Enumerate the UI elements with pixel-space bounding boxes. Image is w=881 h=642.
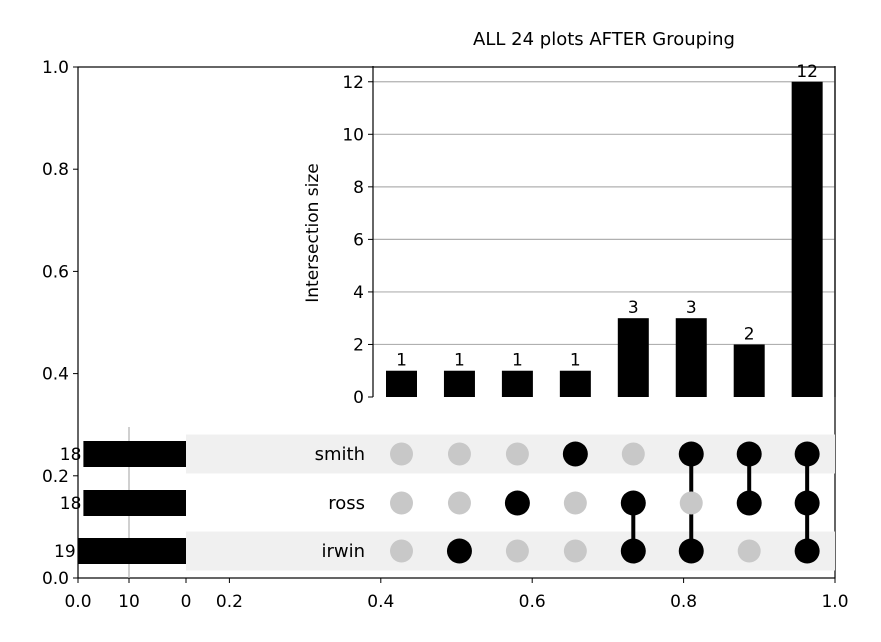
membership-dot-active [736, 490, 762, 516]
outer-x-tick-label: 0.8 [670, 592, 697, 612]
y-tick-label: 2 [353, 335, 364, 355]
membership-dot-inactive [390, 539, 413, 563]
y-tick-label: 8 [353, 178, 364, 198]
outer-y-tick-label: 0.8 [42, 160, 69, 180]
set-size-value-label: 18 [60, 494, 82, 514]
membership-dot-active [794, 490, 820, 516]
intersection-bar [733, 344, 765, 397]
bar-value-label: 1 [512, 351, 523, 371]
outer-y-tick-label: 0.6 [42, 262, 69, 282]
intersection-bar [386, 370, 417, 397]
membership-dot-inactive [390, 491, 413, 515]
set-size-value-label: 19 [54, 542, 76, 562]
membership-dot-active [562, 441, 588, 467]
membership-dot-inactive [447, 491, 471, 515]
intersection-bar [559, 370, 591, 397]
set-size-value-label: 18 [60, 445, 82, 465]
set-size-plot: 10 0 18 18 19 [54, 427, 191, 612]
intersection-bar [501, 370, 533, 397]
bar-value-label: 3 [686, 298, 697, 318]
set-size-tick-label: 0 [181, 592, 192, 612]
outer-x-tick-label: 0.2 [216, 592, 243, 612]
intersection-bar [675, 318, 707, 397]
membership-dot-inactive [505, 442, 529, 466]
outer-y-tick-label: 0.4 [42, 365, 69, 385]
bar-value-label: 1 [454, 351, 465, 371]
set-name-label: irwin [321, 541, 365, 562]
membership-dot-active [736, 441, 762, 467]
membership-dot-active [794, 441, 820, 467]
bar-value-label: 1 [570, 351, 581, 371]
membership-dot-inactive [563, 539, 587, 563]
y-tick-label: 10 [342, 125, 364, 145]
membership-dot-active [620, 538, 646, 564]
membership-dot-inactive [621, 442, 645, 466]
outer-x-tick-label: 0.0 [64, 592, 91, 612]
y-tick-label: 6 [353, 230, 364, 250]
membership-dot-inactive [563, 491, 587, 515]
outer-y-tick-label: 0.2 [42, 467, 69, 487]
bar-value-label: 3 [628, 298, 639, 318]
set-size-bar [83, 490, 186, 516]
bar-value-label: 12 [796, 62, 818, 82]
set-name-label: ross [328, 493, 365, 514]
intersection-bar [791, 81, 823, 397]
chart-title: ALL 24 plots AFTER Grouping [473, 29, 735, 50]
outer-x-tick-label: 0.6 [519, 592, 546, 612]
outer-axes: 0.0 0.2 0.4 0.6 0.8 1.0 0.0 0.2 0.4 0.6 0.8 1.0 [42, 58, 849, 612]
set-size-bar [83, 441, 186, 467]
membership-dot-active [446, 538, 472, 564]
membership-dot-inactive [390, 442, 413, 466]
set-name-label: smith [315, 444, 365, 465]
membership-dot-active [620, 490, 646, 516]
y-axis-label: Intersection size [303, 163, 323, 303]
membership-dot-inactive [447, 442, 471, 466]
outer-y-tick-label: 0.0 [42, 569, 69, 589]
intersection-bar [443, 370, 475, 397]
membership-dot-active [794, 538, 820, 564]
membership-dot-inactive [737, 539, 761, 563]
set-size-tick-label: 10 [118, 592, 140, 612]
membership-dot-active [678, 538, 704, 564]
membership-matrix: smith ross irwin [315, 441, 820, 564]
y-tick-label: 12 [342, 73, 364, 93]
membership-dot-active [504, 490, 530, 516]
intersection-bar-plot: 0 2 4 6 8 10 12 1 1 1 1 3 3 2 12 [342, 62, 836, 408]
membership-dot-inactive [679, 491, 703, 515]
outer-x-tick-label: 1.0 [821, 592, 848, 612]
y-tick-label: 0 [353, 388, 364, 408]
bar-value-label: 2 [744, 324, 755, 344]
bar-value-label: 1 [396, 351, 407, 371]
intersection-bar [617, 318, 649, 397]
outer-x-tick-label: 0.4 [367, 592, 394, 612]
set-size-bar [77, 538, 186, 564]
membership-dot-active [678, 441, 704, 467]
outer-y-tick-label: 1.0 [42, 58, 69, 78]
y-tick-label: 4 [353, 283, 364, 303]
membership-dot-inactive [505, 539, 529, 563]
